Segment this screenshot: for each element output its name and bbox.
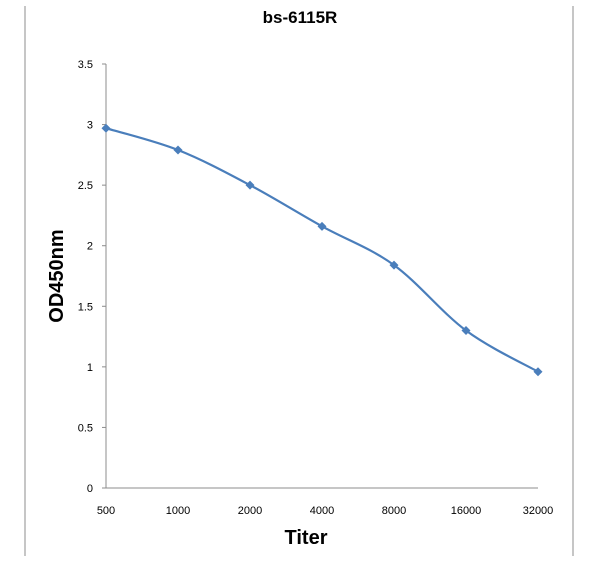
y-axis-ticks: 0 0.5 1 1.5 2 2.5 3 3.5 [78,59,106,495]
data-point-marker [173,145,183,155]
y-tick-label: 2 [87,241,93,253]
y-tick-label: 1 [87,362,93,374]
x-tick-label: 32000 [523,505,554,517]
y-tick-label: 0.5 [78,422,93,434]
x-tick-label: 1000 [166,505,190,517]
data-point-marker [101,123,111,133]
x-tick-label: 2000 [238,505,262,517]
y-tick-label: 3.5 [78,59,93,71]
data-point-marker [389,260,399,270]
data-point-marker [533,367,543,377]
y-tick-label: 3 [87,120,93,132]
x-tick-label: 8000 [382,505,406,517]
y-tick-label: 2.5 [78,180,93,192]
chart-title: bs-6115R [263,8,338,27]
y-tick-label: 1.5 [78,301,93,313]
x-axis-title: Titer [285,527,328,549]
data-point-marker [317,221,327,231]
data-point-marker [461,326,471,336]
x-tick-label: 500 [97,505,115,517]
x-tick-label: 4000 [310,505,334,517]
x-axis-ticks: 500 1000 2000 4000 8000 16000 32000 [97,505,553,517]
y-tick-label: 0 [87,483,93,495]
y-axis-title: OD450nm [46,229,68,322]
x-tick-label: 16000 [451,505,482,517]
data-point-marker [245,180,255,190]
series-markers [101,123,543,377]
series-line [104,127,540,373]
